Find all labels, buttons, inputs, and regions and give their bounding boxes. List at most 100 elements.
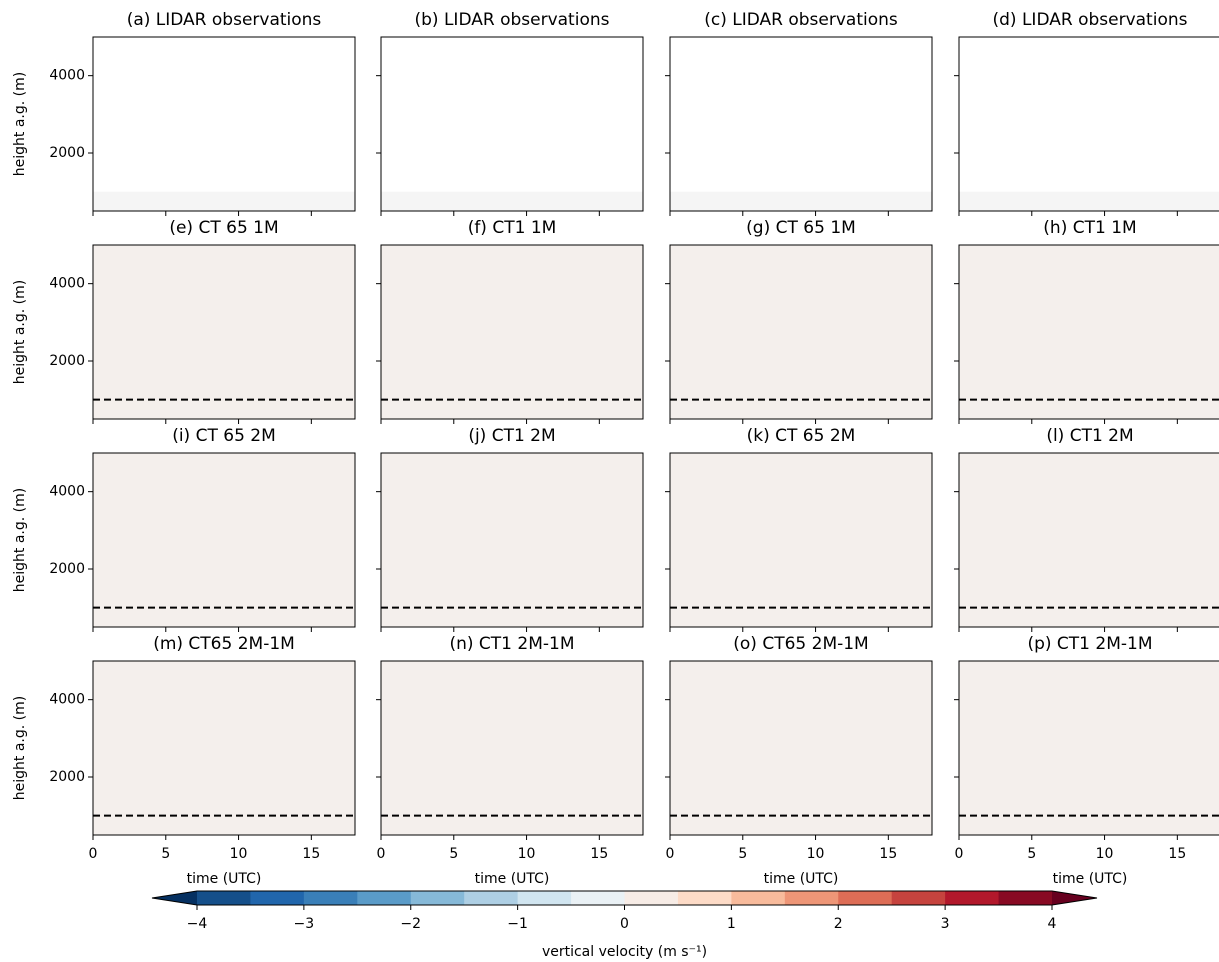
x-axis-label: time (UTC) [475, 871, 550, 887]
x-tick-label: 15 [590, 846, 608, 862]
panel-background [381, 453, 643, 627]
colorbar-extend-high [1052, 891, 1097, 905]
panel-background [93, 245, 355, 419]
panel-title: (f) CT1 1M [468, 218, 557, 238]
x-tick-label: 10 [1096, 846, 1114, 862]
colorbar-segment [303, 891, 358, 905]
panel-frame [958, 36, 1219, 212]
panel-frame [669, 36, 933, 212]
panel-frame [669, 452, 933, 628]
y-axis-label: height a.g. (m) [12, 488, 28, 592]
panel-frame [92, 452, 356, 628]
panel-title: (b) LIDAR observations [415, 10, 610, 30]
panel-title: (a) LIDAR observations [127, 10, 322, 30]
colorbar-tick-label: 0 [620, 916, 629, 932]
colorbar-label: vertical velocity (m s⁻¹) [542, 944, 707, 960]
panel-title: (k) CT 65 2M [747, 426, 856, 446]
panel-title: (p) CT1 2M-1M [1027, 634, 1152, 654]
panel-frame [958, 452, 1219, 628]
x-tick-label: 15 [879, 846, 897, 862]
x-tick-label: 5 [1027, 846, 1036, 862]
panel-title: (o) CT65 2M-1M [733, 634, 868, 654]
panel-background [381, 661, 643, 835]
panel-background [959, 453, 1219, 627]
colorbar-segment [357, 891, 412, 905]
y-axis-label: height a.g. (m) [12, 280, 28, 384]
x-tick-label: 10 [230, 846, 248, 862]
panel-background [670, 37, 932, 211]
colorbar-segment [838, 891, 893, 905]
panel-background [670, 191, 932, 211]
colorbar-segment [998, 891, 1053, 905]
panel-background [381, 37, 643, 211]
panel-frame [958, 244, 1219, 420]
colorbar-tick-label: −1 [507, 916, 528, 932]
colorbar-segment [731, 891, 786, 905]
panel-frame [92, 36, 356, 212]
y-tick-label: 2000 [49, 145, 85, 161]
colorbar-segment [197, 891, 251, 905]
panel-background [670, 661, 932, 835]
panel-title: (e) CT 65 1M [169, 218, 278, 238]
x-tick-label: 0 [955, 846, 964, 862]
colorbar-tick-label: −4 [187, 916, 208, 932]
colorbar-segment [464, 891, 519, 905]
panel-title: (m) CT65 2M-1M [153, 634, 295, 654]
colorbar-segment [945, 891, 1000, 905]
panel-frame [380, 36, 644, 212]
panel-background [670, 245, 932, 419]
y-axis-label: height a.g. (m) [12, 72, 28, 176]
colorbar-extend-low [152, 891, 197, 905]
y-axis-label: height a.g. (m) [12, 696, 28, 800]
colorbar-tick-label: −2 [400, 916, 421, 932]
y-tick-label: 4000 [49, 692, 85, 708]
panel-frame [669, 244, 933, 420]
panel-background [670, 453, 932, 627]
panel-title: (i) CT 65 2M [172, 426, 276, 446]
panel-background [93, 453, 355, 627]
colorbar-segment [784, 891, 839, 905]
y-tick-label: 4000 [49, 68, 85, 84]
panel-frame [958, 660, 1219, 836]
panel-title: (n) CT1 2M-1M [449, 634, 574, 654]
x-tick-label: 15 [1168, 846, 1186, 862]
panel-frame [380, 244, 644, 420]
panel-frame [669, 660, 933, 836]
panel-title: (h) CT1 1M [1043, 218, 1136, 238]
x-tick-label: 0 [666, 846, 675, 862]
colorbar-tick-label: 4 [1048, 916, 1057, 932]
x-tick-label: 5 [449, 846, 458, 862]
panel-background [93, 661, 355, 835]
colorbar-segment [250, 891, 305, 905]
panel-frame [92, 244, 356, 420]
panel-title: (c) LIDAR observations [704, 10, 898, 30]
panel-background [93, 191, 355, 211]
colorbar-segment [517, 891, 572, 905]
y-tick-label: 2000 [49, 353, 85, 369]
x-tick-label: 0 [89, 846, 98, 862]
x-tick-label: 5 [161, 846, 170, 862]
x-tick-label: 10 [807, 846, 825, 862]
panel-title: (l) CT1 2M [1046, 426, 1133, 446]
panel-frame [92, 660, 356, 836]
colorbar-segment [571, 891, 625, 905]
y-tick-label: 2000 [49, 769, 85, 785]
x-tick-label: 10 [518, 846, 536, 862]
colorbar-tick-label: −3 [294, 916, 315, 932]
x-axis-label: time (UTC) [1053, 871, 1128, 887]
colorbar-tick-label: 3 [941, 916, 950, 932]
panel-title: (g) CT 65 1M [746, 218, 856, 238]
panel-title: (d) LIDAR observations [993, 10, 1188, 30]
panel-background [381, 191, 643, 211]
colorbar-segment [410, 891, 465, 905]
x-tick-label: 5 [738, 846, 747, 862]
panel-background [381, 245, 643, 419]
colorbar-segment [624, 891, 679, 905]
y-tick-label: 4000 [49, 484, 85, 500]
y-tick-label: 2000 [49, 561, 85, 577]
x-tick-label: 15 [302, 846, 320, 862]
y-tick-label: 4000 [49, 276, 85, 292]
colorbar-tick-label: 2 [834, 916, 843, 932]
x-tick-label: 0 [377, 846, 386, 862]
